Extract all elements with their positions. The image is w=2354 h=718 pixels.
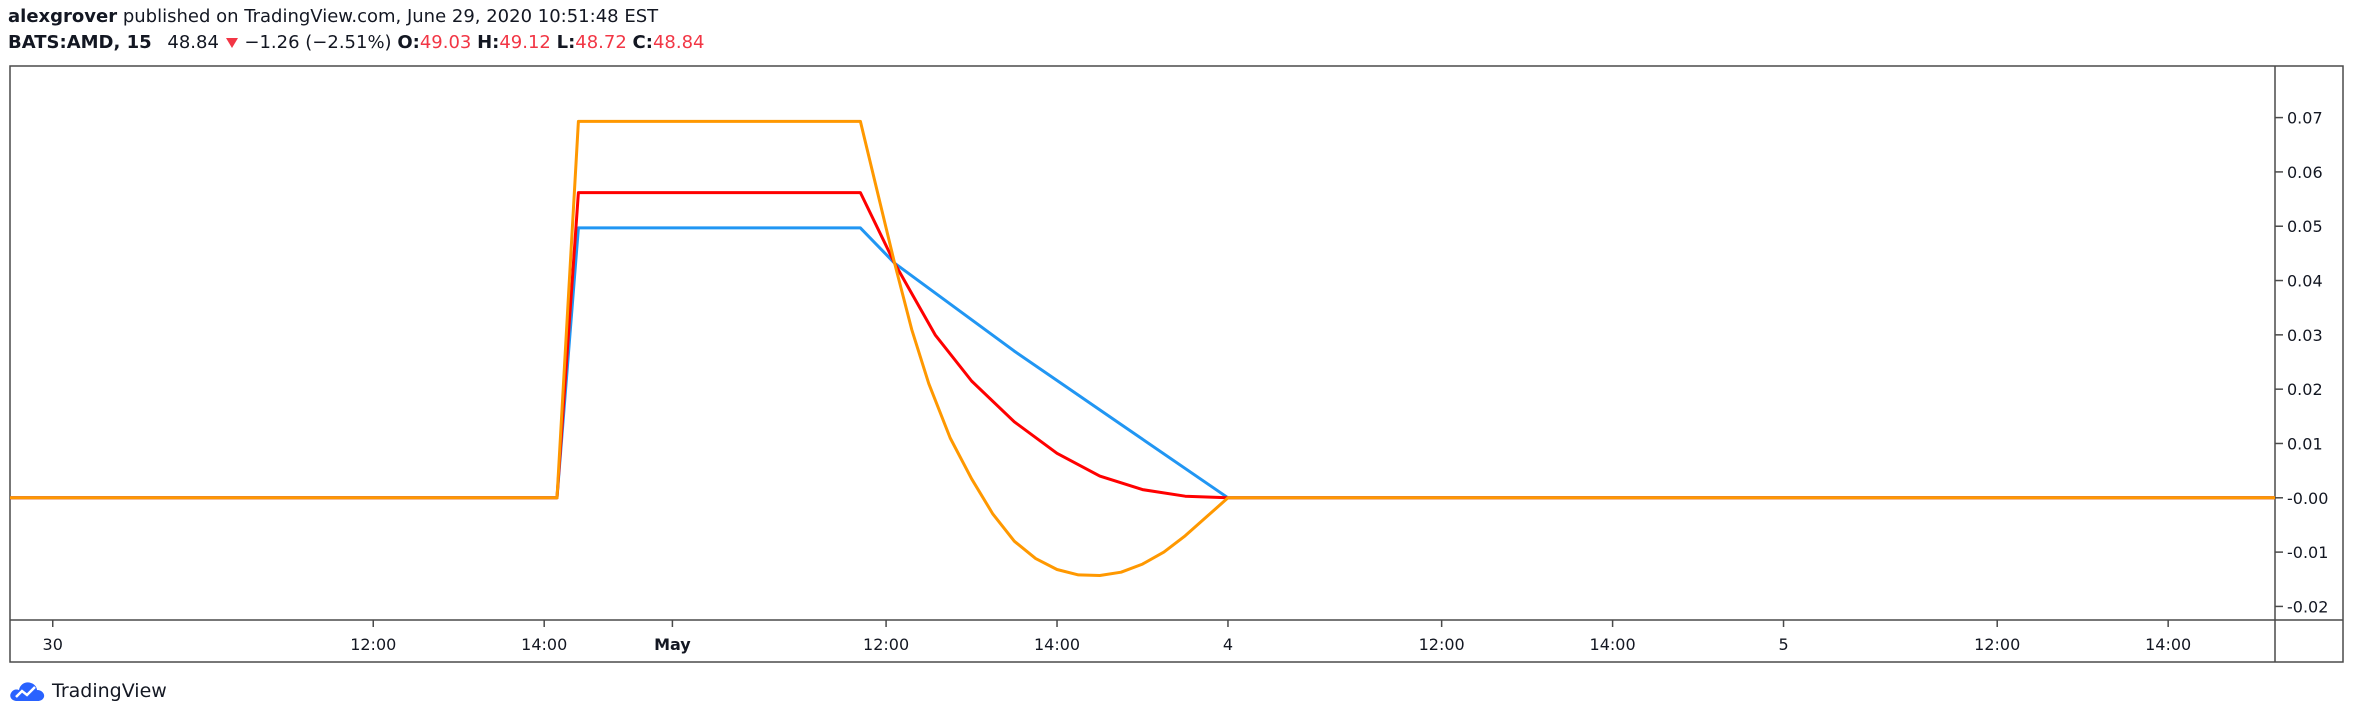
author-name[interactable]: alexgrover	[8, 6, 118, 27]
x-tick-label: May	[654, 635, 691, 654]
high-label: H:	[477, 32, 500, 53]
brand-name: TradingView	[52, 680, 167, 702]
y-tick-label: -0.02	[2287, 597, 2328, 616]
symbol-label: BATS:AMD, 15	[8, 32, 152, 53]
low-value: 48.72	[575, 32, 627, 53]
x-tick-label: 14:00	[521, 635, 567, 654]
time-scale[interactable]: 30 12:00 14:00 May 12:00 14:00 4 12:00 14:00 5 12:…	[43, 620, 2192, 654]
price-scale[interactable]: 0.07 0.06 0.05 0.04 0.03 0.02 0.01 -0.00 -0.01 -0…	[2275, 109, 2328, 617]
series-layer	[10, 119, 2275, 577]
close-value: 48.84	[652, 32, 705, 53]
published-text: published on TradingView.com, June 29, 2…	[122, 6, 659, 27]
x-tick-label: 12:00	[1419, 635, 1465, 654]
x-tick-label: 14:00	[1590, 635, 1636, 654]
x-tick-label: 5	[1778, 635, 1788, 654]
tradingview-logo[interactable]: TradingView	[8, 676, 167, 706]
y-tick-label: 0.01	[2287, 434, 2323, 453]
open-label: O:	[397, 32, 420, 53]
y-tick-label: 0.05	[2287, 217, 2323, 236]
x-tick-label: 12:00	[1974, 635, 2020, 654]
low-label: L:	[556, 32, 576, 53]
y-tick-label: 0.04	[2287, 272, 2323, 291]
x-tick-label: 12:00	[350, 635, 396, 654]
y-tick-label: 0.03	[2287, 326, 2323, 345]
y-tick-label: 0.07	[2287, 109, 2323, 128]
y-tick-label: 0.06	[2287, 163, 2323, 182]
open-value: 49.03	[419, 32, 472, 53]
plot-frame	[9, 65, 2344, 663]
publish-info: alexgrover published on TradingView.com,…	[8, 4, 658, 30]
series-line-1	[10, 226, 2275, 500]
x-tick-label: 14:00	[2145, 635, 2191, 654]
high-value: 49.12	[499, 32, 551, 53]
x-tick-label: 14:00	[1034, 635, 1080, 654]
x-tick-label: 4	[1223, 635, 1233, 654]
y-tick-label: 0.02	[2287, 380, 2323, 399]
x-tick-label: 12:00	[863, 635, 909, 654]
x-tick-label: 30	[43, 635, 63, 654]
price-change: −1.26 (−2.51%)	[244, 32, 392, 53]
y-tick-label: -0.01	[2287, 543, 2328, 562]
series-line-3	[10, 119, 2275, 577]
cloud-logo-icon	[10, 682, 45, 701]
y-tick-label: -0.00	[2287, 489, 2328, 508]
symbol-info: BATS:AMD, 15 48.84 −1.26 (−2.51%) O:49.0…	[8, 30, 705, 56]
triangle-down-icon	[225, 38, 238, 48]
series-line-2	[10, 191, 2275, 500]
close-label: C:	[632, 32, 653, 53]
last-price: 48.84	[167, 32, 219, 53]
